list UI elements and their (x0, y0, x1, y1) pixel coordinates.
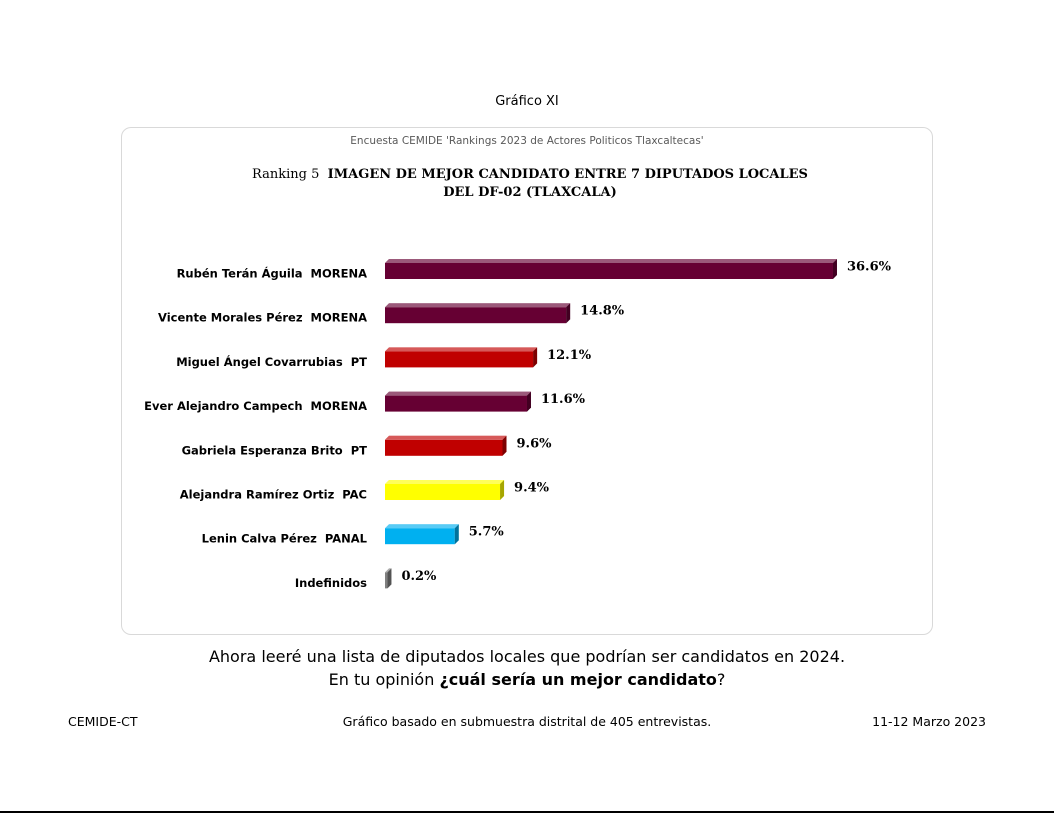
bar-side-shade (500, 480, 505, 500)
category-label: Rubén Terán Águila MORENA (177, 266, 368, 281)
bar-top-shade (385, 303, 571, 308)
bar-side-shade (832, 259, 837, 279)
chart-subtitle: Encuesta CEMIDE 'Rankings 2023 de Actore… (350, 135, 704, 147)
value-label: 11.6% (541, 392, 586, 407)
bar-side-shade (387, 568, 392, 589)
bar-side (502, 435, 507, 456)
category-label: Indefinidos (295, 576, 367, 590)
bar-top (385, 524, 459, 529)
bar (385, 568, 392, 589)
bar-top-shade (385, 480, 505, 484)
bar-top-shade (385, 259, 837, 263)
bar-side (454, 524, 459, 545)
bar-front (385, 484, 501, 500)
footer-center: Gráfico basado en submuestra distrital d… (342, 714, 712, 729)
chart-frame (121, 127, 933, 635)
category-label: Gabriela Esperanza Brito PT (182, 443, 368, 457)
value-label: 36.6% (847, 260, 892, 275)
bar-side-shade (502, 435, 507, 456)
bar-side (500, 480, 505, 500)
bar-front (385, 395, 527, 412)
value-label: 0.2% (401, 569, 437, 584)
bar-front (385, 307, 567, 324)
bar-top-shade (385, 524, 459, 529)
bar (385, 480, 505, 500)
bottom-rule (0, 811, 1054, 813)
bar-top-shade (385, 435, 507, 440)
header: Gráfico XI (495, 94, 559, 109)
value-label: 14.8% (580, 304, 625, 319)
bar-side (566, 303, 571, 324)
bar-side (387, 568, 392, 589)
value-label: 5.7% (469, 525, 505, 540)
question-mark: ? (716, 670, 726, 689)
chart-title-block: Ranking 5 IMAGEN DE MEJOR CANDIDATO ENTR… (240, 166, 820, 202)
bar-side (832, 259, 837, 279)
bar-top-shade (385, 568, 392, 573)
bar-top (385, 347, 538, 352)
category-label: Alejandra Ramírez Ortiz PAC (180, 488, 367, 502)
chart-title: IMAGEN DE MEJOR CANDIDATO ENTRE 7 DIPUTA… (327, 167, 808, 200)
bar (385, 391, 531, 412)
question-text: En tu opinión (328, 670, 435, 689)
bar (385, 435, 507, 456)
bar-top (385, 568, 392, 573)
category-label: Lenin Calva Pérez PANAL (202, 532, 368, 546)
question-line: En tu opinión ¿cuál sería un mejor candi… (0, 670, 1054, 689)
question-bold: ¿cuál sería un mejor candidato (439, 670, 717, 689)
bar-side (526, 391, 531, 412)
bar-top (385, 391, 531, 396)
category-label: Ever Alejandro Campech MORENA (144, 399, 367, 413)
value-label: 9.4% (514, 481, 550, 496)
bar-top-shade (385, 347, 538, 352)
bar-front (385, 572, 388, 589)
bar (385, 303, 571, 324)
category-label: Vicente Morales Pérez MORENA (158, 311, 367, 325)
footer-right: 11-12 Marzo 2023 (872, 714, 986, 729)
bar-side-shade (526, 391, 531, 412)
bar-top (385, 259, 837, 263)
bar (385, 347, 538, 368)
bar-front (385, 263, 833, 279)
bar-side (533, 347, 538, 368)
footer-left: CEMIDE-CT (68, 714, 138, 729)
bar (385, 524, 459, 545)
bar-front (385, 351, 534, 368)
bar-front (385, 528, 455, 545)
bar-side-shade (566, 303, 571, 324)
category-label: Miguel Ángel Covarrubias PT (176, 354, 367, 369)
title-prefix: Ranking 5 (252, 167, 320, 182)
bar-top (385, 303, 571, 308)
bar-side-shade (454, 524, 459, 545)
bar-top (385, 480, 505, 484)
value-label: 12.1% (547, 348, 592, 363)
bar-top-shade (385, 391, 531, 396)
bar-top (385, 435, 507, 440)
bar (385, 259, 837, 279)
question-line: Ahora leeré una lista de diputados local… (208, 647, 846, 666)
bar-side-shade (533, 347, 538, 368)
bar-front (385, 439, 503, 456)
value-label: 9.6% (517, 436, 553, 451)
